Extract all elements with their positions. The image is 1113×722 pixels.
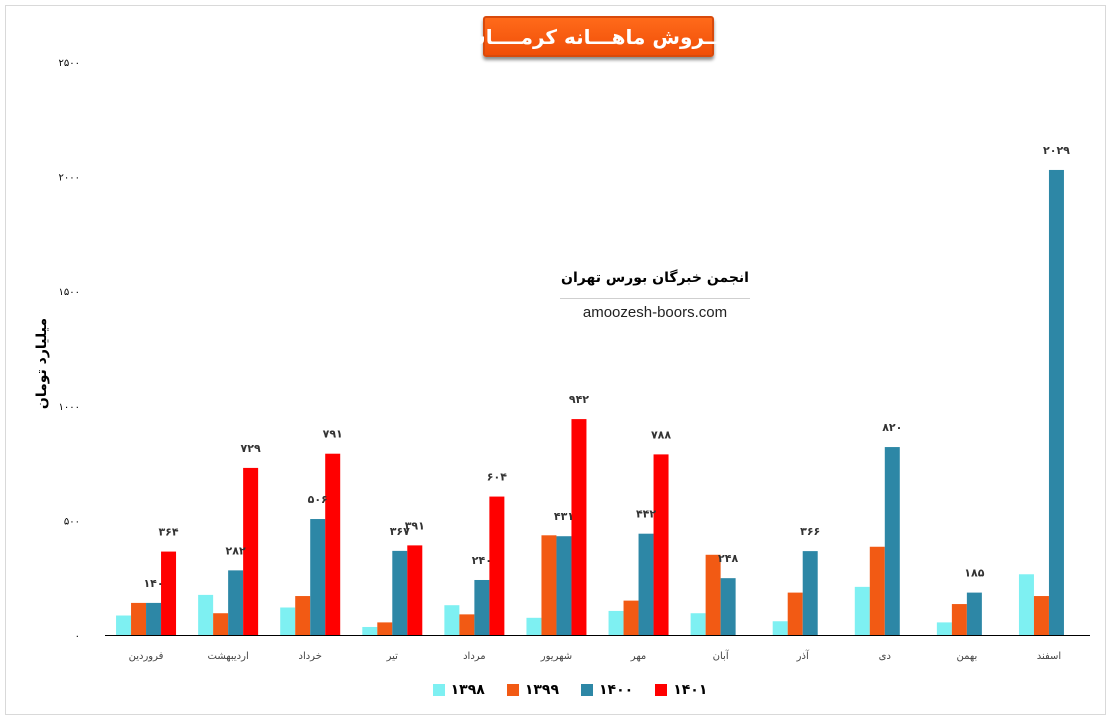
bar-۱۴۰۰-اسفند <box>1048 169 1064 636</box>
data-label: ۳۶۴ <box>158 526 178 539</box>
legend-item: ۱۳۹۸ <box>432 682 485 698</box>
x-tick-label: شهریور <box>540 651 572 662</box>
bar-۱۴۰۰-خرداد <box>310 519 326 635</box>
x-tick-label: اسفند <box>1037 651 1061 662</box>
x-tick-label: تیر <box>386 651 399 662</box>
x-tick-label: فروردین <box>129 651 164 662</box>
bar-۱۳۹۹-تیر <box>377 622 393 635</box>
y-tick-label: ۰ <box>75 631 80 642</box>
legend-label: ۱۳۹۹ <box>524 682 559 698</box>
bar-۱۳۹۹-آذر <box>787 592 803 635</box>
x-tick-label: بهمن <box>956 651 977 662</box>
bar-۱۴۰۰-شهریور <box>556 536 572 635</box>
legend-swatch <box>655 684 668 696</box>
data-label: ۱۴۰ <box>143 577 163 590</box>
watermark-url: amoozesh-boors.com <box>582 304 728 321</box>
x-tick-label: دی <box>879 651 891 662</box>
y-tick-label: ۱۰۰۰ <box>59 402 80 413</box>
data-label: ۴۴۲ <box>636 508 656 521</box>
bar-۱۴۰۰-بهمن <box>966 592 982 635</box>
x-tick-label: اردیبهشت <box>208 651 249 662</box>
bar-۱۳۹۹-اردیبهشت <box>213 613 229 635</box>
data-label: ۲۴۸ <box>718 552 738 565</box>
data-label: ۷۲۹ <box>241 442 261 455</box>
bar-۱۳۹۸-آبان <box>690 613 706 635</box>
bar-۱۳۹۸-اردیبهشت <box>198 594 214 635</box>
bar-۱۴۰۱-خرداد <box>325 453 341 635</box>
bar-۱۳۹۸-مهر <box>608 610 624 635</box>
data-label: ۳۶۷ <box>390 525 410 538</box>
data-label: ۸۲۰ <box>882 421 902 434</box>
x-tick-label: خرداد <box>299 651 322 662</box>
bar-۱۳۹۹-خرداد <box>295 596 311 635</box>
bar-۱۳۹۸-بهمن <box>936 622 952 635</box>
legend-label: ۱۳۹۸ <box>450 682 485 698</box>
bar-۱۳۹۹-فروردین <box>131 602 147 635</box>
bar-۱۴۰۰-اردیبهشت <box>228 570 244 635</box>
legend-label: ۱۴۰۱ <box>673 682 708 698</box>
x-tick-label: آبان <box>713 649 730 662</box>
data-label: ۴۳۱ <box>554 510 574 523</box>
data-label: ۳۹۱ <box>405 519 425 532</box>
bar-۱۳۹۸-دی <box>854 586 870 635</box>
bar-۱۳۹۸-اسفند <box>1018 574 1034 635</box>
bar-۱۳۹۸-آذر <box>772 621 788 635</box>
y-tick-label: ۵۰۰ <box>64 516 80 527</box>
bar-۱۴۰۰-مهر <box>638 533 654 635</box>
bar-۱۳۹۸-مرداد <box>444 605 460 635</box>
bar-۱۳۹۹-مرداد <box>459 614 475 635</box>
x-tick-label: مرداد <box>463 651 486 662</box>
bar-۱۳۹۹-اسفند <box>1033 596 1049 635</box>
bar-۱۴۰۱-مهر <box>653 454 669 635</box>
bar-۱۳۹۸-تیر <box>362 626 378 635</box>
bar-۱۴۰۰-مرداد <box>474 579 490 635</box>
data-label: ۶۰۴ <box>487 471 507 484</box>
bar-۱۴۰۰-فروردین <box>146 602 162 635</box>
chart-legend: ۱۳۹۸ ۱۳۹۹ ۱۴۰۰ ۱۴۰۱ <box>430 679 710 701</box>
bar-۱۴۰۰-دی <box>884 447 900 635</box>
data-label: ۲۰۲۹ <box>1043 144 1070 157</box>
data-label: ۷۹۱ <box>323 428 343 441</box>
bar-۱۳۹۹-آبان <box>705 554 721 635</box>
data-label: ۳۶۶ <box>800 525 820 538</box>
bar-۱۳۹۸-شهریور <box>526 617 542 635</box>
legend-swatch <box>506 684 519 696</box>
bar-۱۴۰۱-فروردین <box>161 551 177 635</box>
y-tick-label: ۲۵۰۰ <box>59 58 80 69</box>
y-tick-label: ۲۰۰۰ <box>59 173 80 184</box>
bar-۱۳۹۹-دی <box>869 546 885 635</box>
bar-۱۴۰۰-تیر <box>392 550 408 635</box>
bar-۱۳۹۹-شهریور <box>541 535 557 635</box>
x-tick-label: مهر <box>630 651 646 662</box>
bar-۱۳۹۸-فروردین <box>116 615 132 635</box>
bar-۱۳۹۸-خرداد <box>280 607 296 635</box>
watermark-name: انجمن خبرگان بورس تهران <box>561 270 749 286</box>
legend-label: ۱۴۰۰ <box>599 682 634 698</box>
chart-title: فـــروش ماهـــانه کرمــــاشا <box>459 16 738 57</box>
data-label: ۲۴۰ <box>472 554 492 567</box>
data-label: ۵۰۶ <box>308 493 328 506</box>
data-label: ۲۸۲ <box>226 544 246 557</box>
data-label: ۱۸۵ <box>964 567 984 580</box>
bar-۱۴۰۰-آبان <box>720 578 736 635</box>
bar-۱۴۰۱-تیر <box>407 545 423 635</box>
legend-item: ۱۴۰۰ <box>581 682 633 698</box>
bar-۱۳۹۹-بهمن <box>951 604 967 635</box>
y-tick-label: ۱۵۰۰ <box>59 287 80 298</box>
bar-۱۴۰۱-شهریور <box>571 419 587 635</box>
bar-۱۴۰۰-آذر <box>802 551 818 635</box>
legend-item: ۱۴۰۱ <box>655 682 707 698</box>
bar-۱۴۰۱-مرداد <box>489 496 505 635</box>
watermark-divider <box>560 298 750 299</box>
legend-swatch <box>581 684 593 696</box>
chart-frame <box>5 5 1106 715</box>
x-tick-label: آذر <box>796 649 810 662</box>
data-label: ۹۴۲ <box>569 393 589 406</box>
bar-۱۳۹۹-مهر <box>623 600 639 635</box>
legend-swatch <box>432 684 445 696</box>
bar-۱۴۰۱-اردیبهشت <box>243 467 259 635</box>
data-label: ۷۸۸ <box>651 428 671 441</box>
legend-item: ۱۳۹۹ <box>506 682 559 698</box>
